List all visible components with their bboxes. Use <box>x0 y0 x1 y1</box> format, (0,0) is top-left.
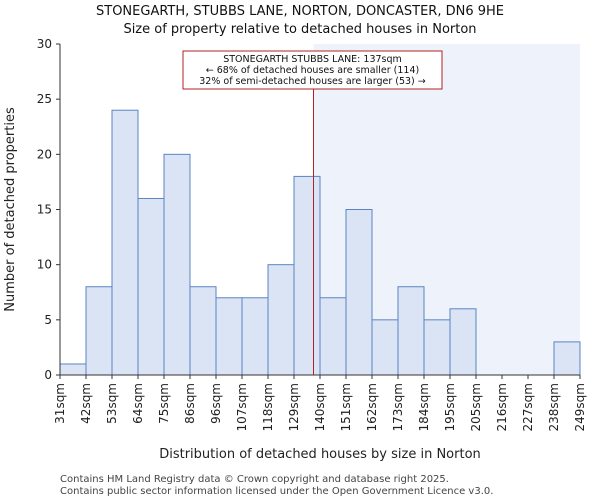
y-tick-label: 20 <box>37 147 52 161</box>
x-tick-label: 75sqm <box>157 383 171 424</box>
x-tick-label: 162sqm <box>365 383 379 431</box>
annotation-box <box>182 50 443 90</box>
bar <box>189 286 217 376</box>
x-tick-label: 53sqm <box>105 383 119 424</box>
y-tick-label: 30 <box>37 37 52 51</box>
bar <box>215 297 243 376</box>
bar <box>397 286 425 376</box>
annotation-line-1: STONEGARTH STUBBS LANE: 137sqm <box>223 54 402 65</box>
bar <box>423 319 451 376</box>
x-tick-label: 216sqm <box>495 383 509 431</box>
bar <box>111 109 139 376</box>
footer-copyright: Contains HM Land Registry data © Crown c… <box>60 474 449 485</box>
x-tick-label: 31sqm <box>53 383 67 424</box>
x-tick-label: 227sqm <box>521 383 535 431</box>
x-tick-label: 129sqm <box>287 383 301 431</box>
x-tick-label: 86sqm <box>183 383 197 424</box>
footer-licence: Contains public sector information licen… <box>60 486 494 497</box>
bar <box>371 319 399 376</box>
y-tick-label: 25 <box>37 92 52 106</box>
x-tick-label: 238sqm <box>547 383 561 431</box>
bar <box>553 341 581 376</box>
bar <box>449 308 477 376</box>
x-tick-label: 151sqm <box>339 383 353 431</box>
x-tick-label: 42sqm <box>79 383 93 424</box>
chart-title-line2: Size of property relative to detached ho… <box>123 22 477 37</box>
x-axis-title: Distribution of detached houses by size … <box>159 447 481 462</box>
bar <box>163 153 191 376</box>
bar <box>319 297 347 376</box>
bar <box>59 363 87 376</box>
x-tick-label: 205sqm <box>469 383 483 431</box>
x-tick-label: 249sqm <box>573 383 587 431</box>
x-tick-label: 195sqm <box>443 383 457 431</box>
x-tick-label: 118sqm <box>261 383 275 431</box>
y-tick-label: 0 <box>44 368 52 382</box>
x-tick-label: 107sqm <box>235 383 249 431</box>
x-tick-label: 184sqm <box>417 383 431 431</box>
bar <box>137 197 165 376</box>
bar <box>241 297 269 376</box>
chart-title-line1: STONEGARTH, STUBBS LANE, NORTON, DONCAST… <box>96 4 504 19</box>
y-tick-label: 5 <box>44 313 52 327</box>
x-tick-label: 173sqm <box>391 383 405 431</box>
x-tick-label: 140sqm <box>313 383 327 431</box>
x-tick-label: 96sqm <box>209 383 223 424</box>
annotation-line-3: 32% of semi-detached houses are larger (… <box>199 76 426 87</box>
bar <box>293 175 321 376</box>
y-tick-label: 15 <box>37 203 52 217</box>
x-tick-label: 64sqm <box>131 383 145 424</box>
y-tick-label: 10 <box>37 258 52 272</box>
bar <box>345 209 373 376</box>
y-axis-title: Number of detached properties <box>3 107 18 312</box>
bar <box>267 264 295 376</box>
annotation-line-2: ← 68% of detached houses are smaller (11… <box>206 65 419 76</box>
bar <box>85 286 113 376</box>
